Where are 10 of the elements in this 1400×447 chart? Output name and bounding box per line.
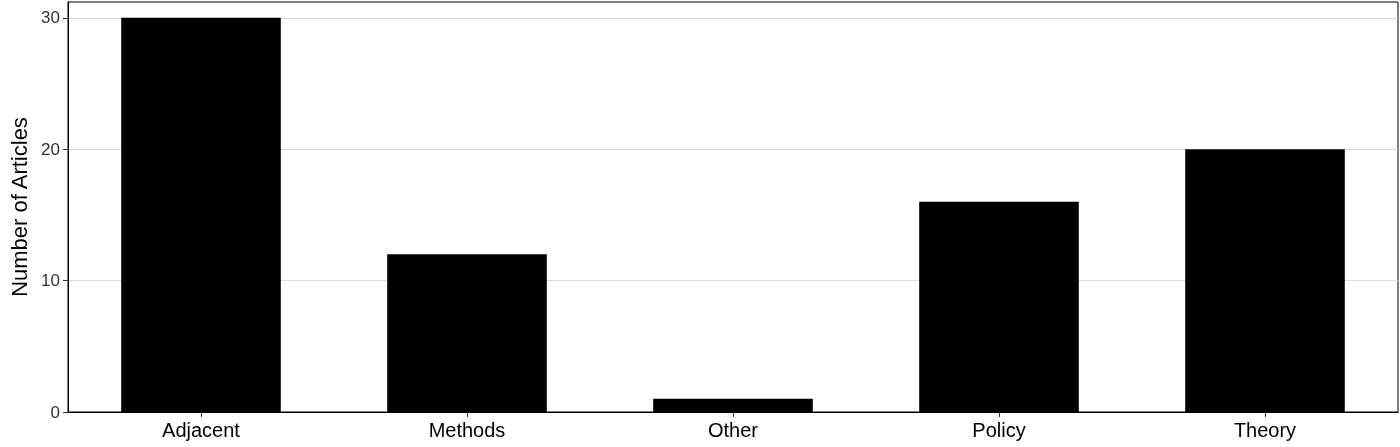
x-tick-label: Policy bbox=[972, 419, 1026, 441]
x-tick-label: Theory bbox=[1233, 419, 1297, 441]
y-tick-label: 30 bbox=[41, 8, 60, 28]
x-tick-label: Methods bbox=[428, 419, 506, 441]
x-tick-label: Adjacent bbox=[162, 419, 241, 441]
y-tick-label: 10 bbox=[41, 271, 60, 291]
y-tick-label: 20 bbox=[41, 139, 60, 159]
y-axis-title: Number of Articles bbox=[6, 117, 32, 297]
x-tick-label: Other bbox=[707, 419, 759, 441]
y-tick-label: 0 bbox=[50, 402, 60, 422]
